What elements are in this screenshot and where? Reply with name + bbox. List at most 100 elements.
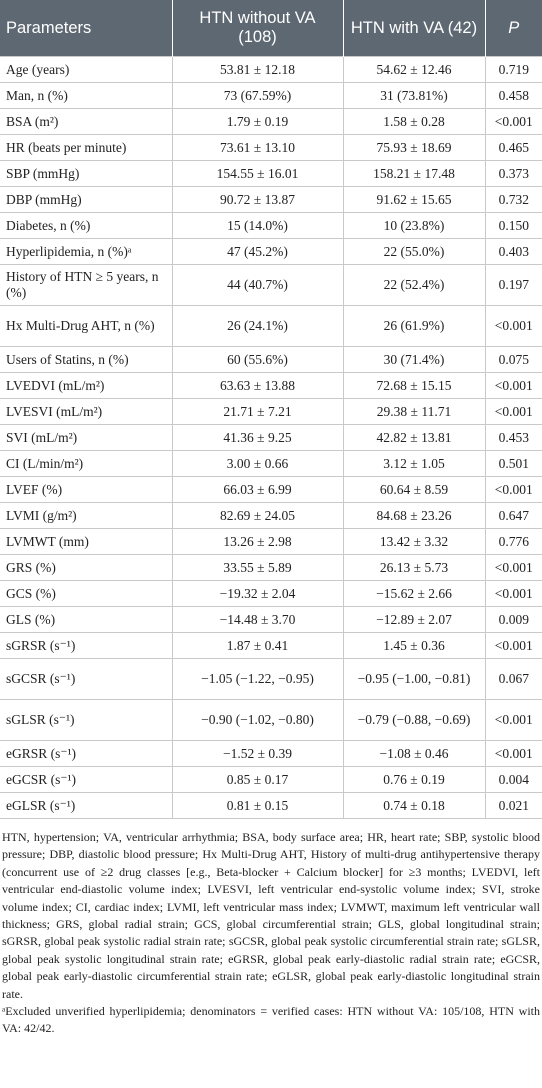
cell: 0.719 (484, 56, 542, 83)
cell: −1.52 ± 0.39 (171, 740, 344, 767)
cell: 66.03 ± 6.99 (171, 476, 344, 503)
cell: <0.001 (484, 372, 542, 399)
cell: 33.55 ± 5.89 (171, 554, 344, 581)
cell: 0.453 (484, 424, 542, 451)
row-label: CI (L/min/m²) (0, 450, 173, 477)
table-row: SBP (mmHg) 154.55 ± 16.01 158.21 ± 17.48 0.… (0, 160, 542, 187)
header-cell: HTN without VA (108) (171, 0, 343, 57)
cell: −1.05 (−1.22, −0.95) (171, 658, 344, 700)
cell: 29.38 ± 11.71 (342, 398, 486, 425)
header-cell: HTN with VA (42) (342, 0, 485, 57)
table-row: Users of Statins, n (%) 60 (55.6%) 30 (71.… (0, 346, 542, 373)
header-row: Parameters HTN without VA (108) HTN with V… (0, 0, 542, 57)
cell: 13.42 ± 3.32 (342, 528, 486, 555)
cell: 158.21 ± 17.48 (342, 160, 486, 187)
cell: 0.075 (484, 346, 542, 373)
cell: 30 (71.4%) (342, 346, 486, 373)
row-label: LVMI (g/m²) (0, 502, 173, 529)
cell: 1.87 ± 0.41 (171, 632, 344, 659)
table-row: sGCSR (s⁻¹) −1.05 (−1.22, −0.95) −0.95 (−1… (0, 658, 542, 700)
cell: −14.48 ± 3.70 (171, 606, 344, 633)
cell: 60 (55.6%) (171, 346, 344, 373)
cell: <0.001 (484, 305, 542, 347)
row-label: GLS (%) (0, 606, 173, 633)
cell: 0.465 (484, 134, 542, 161)
cell: 0.197 (484, 264, 542, 306)
table-row: Hyperlipidemia, n (%)ᵃ 47 (45.2%) 22 (55.0… (0, 238, 542, 265)
cell: 21.71 ± 7.21 (171, 398, 344, 425)
cell: 0.067 (484, 658, 542, 700)
header-cell: Parameters (0, 0, 172, 57)
cell: 0.647 (484, 502, 542, 529)
table-row: Man, n (%) 73 (67.59%) 31 (73.81%) 0.458 (0, 82, 542, 109)
cell: 10 (23.8%) (342, 212, 486, 239)
table-row: LVEDVI (mL/m²) 63.63 ± 13.88 72.68 ± 15.15… (0, 372, 542, 399)
cell: 0.009 (484, 606, 542, 633)
cell: 3.00 ± 0.66 (171, 450, 344, 477)
cell: 0.776 (484, 528, 542, 555)
row-label: History of HTN ≥ 5 years, n (%) (0, 264, 173, 306)
row-label: Users of Statins, n (%) (0, 346, 173, 373)
cell: 44 (40.7%) (171, 264, 344, 306)
row-label: eGCSR (s⁻¹) (0, 766, 173, 793)
table-row: eGLSR (s⁻¹) 0.81 ± 0.15 0.74 ± 0.18 0.021 (0, 792, 542, 819)
row-label: LVESVI (mL/m²) (0, 398, 173, 425)
cell: 90.72 ± 13.87 (171, 186, 344, 213)
cell: 0.76 ± 0.19 (342, 766, 486, 793)
table-row: History of HTN ≥ 5 years, n (%) 44 (40.7%… (0, 264, 542, 306)
row-label: GCS (%) (0, 580, 173, 607)
cell: <0.001 (484, 398, 542, 425)
cell: 91.62 ± 15.65 (342, 186, 486, 213)
cell: 26 (61.9%) (342, 305, 486, 347)
table-row: eGRSR (s⁻¹) −1.52 ± 0.39 −1.08 ± 0.46 <0.00… (0, 740, 542, 767)
row-label: LVEDVI (mL/m²) (0, 372, 173, 399)
cell: 15 (14.0%) (171, 212, 344, 239)
table-body: Age (years) 53.81 ± 12.18 54.62 ± 12.46 0.7… (0, 56, 542, 819)
cell: 1.79 ± 0.19 (171, 108, 344, 135)
cell: 54.62 ± 12.46 (342, 56, 486, 83)
data-table: Parameters HTN without VA (108) HTN with V… (0, 0, 542, 819)
cell: 0.373 (484, 160, 542, 187)
cell: −0.95 (−1.00, −0.81) (342, 658, 486, 700)
table-row: DBP (mmHg) 90.72 ± 13.87 91.62 ± 15.65 0.73… (0, 186, 542, 213)
cell: 0.501 (484, 450, 542, 477)
cell: −1.08 ± 0.46 (342, 740, 486, 767)
cell: −12.89 ± 2.07 (342, 606, 486, 633)
cell: 53.81 ± 12.18 (171, 56, 344, 83)
table-row: CI (L/min/m²) 3.00 ± 0.66 3.12 ± 1.05 0.501 (0, 450, 542, 477)
cell: 0.81 ± 0.15 (171, 792, 344, 819)
row-label: SBP (mmHg) (0, 160, 173, 187)
table-row: Diabetes, n (%) 15 (14.0%) 10 (23.8%) 0.150 (0, 212, 542, 239)
table-row: LVMWT (mm) 13.26 ± 2.98 13.42 ± 3.32 0.776 (0, 528, 542, 555)
cell: 0.458 (484, 82, 542, 109)
row-label: Age (years) (0, 56, 173, 83)
table-row: LVMI (g/m²) 82.69 ± 24.05 84.68 ± 23.26 0.6… (0, 502, 542, 529)
cell: 82.69 ± 24.05 (171, 502, 344, 529)
table-row: GRS (%) 33.55 ± 5.89 26.13 ± 5.73 <0.001 (0, 554, 542, 581)
row-label: sGRSR (s⁻¹) (0, 632, 173, 659)
table-row: SVI (mL/m²) 41.36 ± 9.25 42.82 ± 13.81 0.45… (0, 424, 542, 451)
cell: −19.32 ± 2.04 (171, 580, 344, 607)
cell: 22 (55.0%) (342, 238, 486, 265)
row-label: sGCSR (s⁻¹) (0, 658, 173, 700)
cell: −15.62 ± 2.66 (342, 580, 486, 607)
cell: 31 (73.81%) (342, 82, 486, 109)
cell: 42.82 ± 13.81 (342, 424, 486, 451)
table-row: eGCSR (s⁻¹) 0.85 ± 0.17 0.76 ± 0.19 0.004 (0, 766, 542, 793)
table-row: Hx Multi-Drug AHT, n (%) 26 (24.1%) 26 (61… (0, 305, 542, 347)
table-row: BSA (m²) 1.79 ± 0.19 1.58 ± 0.28 <0.001 (0, 108, 542, 135)
cell: 84.68 ± 23.26 (342, 502, 486, 529)
row-label: LVMWT (mm) (0, 528, 173, 555)
cell: <0.001 (484, 699, 542, 741)
cell: 13.26 ± 2.98 (171, 528, 344, 555)
cell: 0.150 (484, 212, 542, 239)
cell: <0.001 (484, 740, 542, 767)
cell: 154.55 ± 16.01 (171, 160, 344, 187)
row-label: BSA (m²) (0, 108, 173, 135)
row-label: eGLSR (s⁻¹) (0, 792, 173, 819)
cell: <0.001 (484, 476, 542, 503)
cell: 73 (67.59%) (171, 82, 344, 109)
cell: −0.79 (−0.88, −0.69) (342, 699, 486, 741)
cell: 73.61 ± 13.10 (171, 134, 344, 161)
